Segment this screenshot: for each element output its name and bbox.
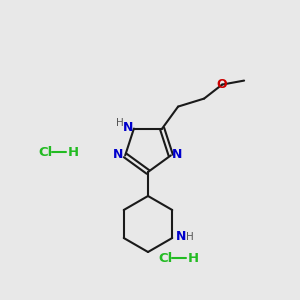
Text: N: N	[113, 148, 123, 161]
Text: H: H	[188, 251, 199, 265]
Text: H: H	[116, 118, 124, 128]
Text: Cl: Cl	[158, 251, 172, 265]
Text: N: N	[123, 121, 133, 134]
Text: Cl: Cl	[38, 146, 52, 158]
Text: H: H	[186, 232, 194, 242]
Text: O: O	[217, 78, 227, 91]
Text: H: H	[68, 146, 79, 158]
Text: N: N	[176, 230, 186, 244]
Text: N: N	[172, 148, 182, 161]
